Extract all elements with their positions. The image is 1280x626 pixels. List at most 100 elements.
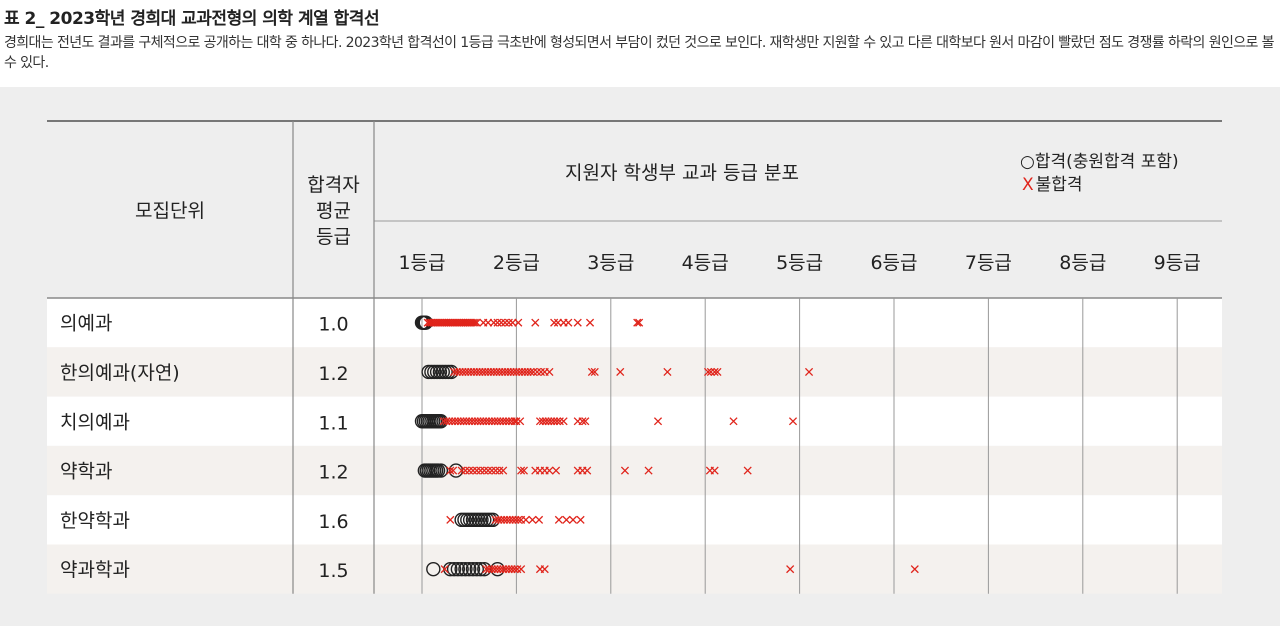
rejected-marker	[633, 318, 642, 327]
rejected-marker	[663, 367, 672, 377]
row-background	[47, 495, 1222, 545]
rejected-marker	[465, 466, 474, 475]
rejected-marker	[519, 466, 529, 475]
row-label: 한의예과(자연)	[60, 362, 180, 384]
rejected-marker	[487, 466, 496, 475]
accepted-marker	[465, 561, 481, 577]
rejected-marker	[497, 318, 506, 327]
grade-tick-label: 2등급	[493, 252, 540, 274]
rejected-marker	[583, 466, 592, 475]
rejected-marker	[514, 318, 523, 327]
rejected-marker	[581, 417, 590, 426]
rejected-marker	[468, 318, 478, 327]
row-average: 1.6	[318, 511, 348, 533]
rejected-marker	[710, 367, 719, 377]
rejected-marker	[513, 565, 522, 574]
accepted-marker	[469, 561, 484, 577]
rejected-marker	[449, 466, 458, 475]
rejected-marker	[526, 367, 535, 377]
rejected-marker	[516, 417, 525, 426]
rejected-marker	[706, 367, 715, 377]
row-background	[47, 298, 1222, 348]
rejected-marker	[540, 565, 549, 574]
rejected-marker	[578, 417, 587, 426]
header-unit: 모집단위	[135, 200, 205, 222]
rejected-marker	[457, 466, 466, 475]
rejected-marker	[545, 466, 554, 475]
rejected-marker	[713, 367, 722, 377]
rejected-marker	[788, 417, 798, 426]
grade-tick-label: 3등급	[587, 252, 634, 274]
rejected-marker	[559, 417, 568, 426]
rejected-marker	[533, 367, 542, 377]
rejected-marker	[551, 466, 561, 475]
rejected-marker	[529, 367, 538, 377]
rejected-marker	[550, 318, 559, 327]
rejected-marker	[517, 565, 526, 574]
grade-tick-label: 4등급	[682, 252, 729, 274]
header-background	[47, 121, 1222, 298]
rejected-marker	[616, 367, 625, 377]
rejected-marker	[620, 466, 630, 475]
accepted-marker	[426, 561, 441, 577]
chart-subtitle: 경희대는 전년도 결과를 구체적으로 공개하는 대학 중 하나다. 2023학년…	[4, 35, 1275, 71]
row-average: 1.2	[318, 363, 348, 385]
rejected-marker	[491, 466, 500, 475]
grade-tick-label: 9등급	[1154, 252, 1201, 274]
row-background	[47, 347, 1222, 397]
rejected-marker	[534, 515, 544, 524]
rejected-marker	[476, 466, 485, 475]
row-label: 한약학과	[60, 510, 130, 532]
row-background	[47, 396, 1222, 446]
rejected-marker	[480, 466, 489, 475]
grade-tick-label: 7등급	[965, 252, 1012, 274]
rejected-marker	[804, 367, 814, 377]
row-average: 1.2	[318, 462, 348, 484]
rejected-marker	[468, 466, 478, 475]
rejected-marker	[786, 565, 795, 574]
rejected-marker	[484, 466, 493, 475]
rejected-marker	[521, 515, 530, 524]
legend-accept: ○합격(충원합격 포함)	[1020, 152, 1179, 172]
rejected-marker	[499, 466, 508, 475]
accepted-marker	[462, 561, 477, 577]
accepted-marker	[433, 463, 449, 478]
rejected-marker	[743, 466, 752, 475]
accepted-marker	[458, 561, 473, 577]
row-average: 1.1	[318, 412, 348, 434]
header-avg-line: 평균	[316, 200, 351, 222]
row-label: 약학과	[60, 461, 112, 483]
row-average: 1.5	[318, 560, 348, 582]
rejected-marker	[472, 466, 481, 475]
rejected-marker	[729, 417, 738, 426]
rejected-marker	[461, 466, 470, 475]
header-avg-line: 합격자	[307, 174, 359, 196]
rejected-marker	[554, 515, 563, 524]
rejected-marker	[504, 318, 513, 327]
legend-reject: X 불합격	[1022, 175, 1083, 195]
rejected-marker	[446, 515, 455, 524]
rejected-marker	[562, 515, 571, 524]
rejected-marker	[446, 466, 455, 475]
rejected-marker	[493, 318, 502, 327]
rejected-marker	[585, 318, 595, 327]
grade-tick-label: 8등급	[1059, 252, 1106, 274]
rejected-marker	[576, 515, 585, 524]
rejected-marker	[440, 565, 449, 574]
chart-panel: 모집단위 합격자 평균 등급 지원자 학생부 교과 등급 분포 1등급 2등급 3등급 4등급 5…	[0, 87, 1280, 626]
rejected-marker	[517, 466, 526, 475]
rejected-marker	[703, 367, 713, 377]
rejected-marker	[536, 367, 546, 377]
rejected-marker	[910, 565, 919, 574]
accepted-marker	[454, 561, 469, 577]
grade-tick-label: 6등급	[870, 252, 917, 274]
rejected-marker	[531, 318, 540, 327]
rejected-marker	[512, 417, 521, 426]
rejected-marker	[472, 318, 481, 327]
header: 표 2_ 2023학년 경희대 교과전형의 의학 계열 합격선 경희대는 전년도…	[4, 0, 1276, 73]
rejected-marker	[510, 565, 519, 574]
rejected-marker	[573, 318, 582, 327]
header-avg-line: 등급	[316, 226, 351, 248]
grade-tick-label: 1등급	[398, 252, 445, 274]
rejected-marker	[564, 318, 573, 327]
